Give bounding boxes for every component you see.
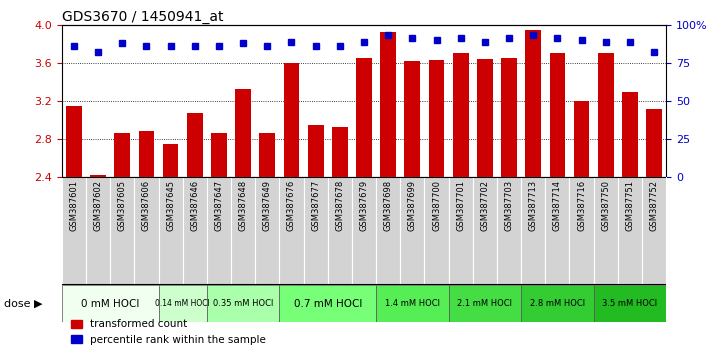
Bar xyxy=(501,58,517,177)
Text: 1.4 mM HOCl: 1.4 mM HOCl xyxy=(385,299,440,308)
Text: GSM387702: GSM387702 xyxy=(480,180,489,231)
Text: GSM387677: GSM387677 xyxy=(311,180,320,232)
Bar xyxy=(304,177,328,285)
Text: GSM387605: GSM387605 xyxy=(118,180,127,231)
Text: GSM387676: GSM387676 xyxy=(287,180,296,232)
Bar xyxy=(545,177,569,285)
Text: 0.14 mM HOCl: 0.14 mM HOCl xyxy=(155,299,210,308)
Bar xyxy=(521,177,545,285)
Bar xyxy=(280,285,376,322)
Bar xyxy=(235,90,251,177)
Bar xyxy=(376,177,400,285)
Text: GSM387713: GSM387713 xyxy=(529,180,538,232)
Text: GDS3670 / 1450941_at: GDS3670 / 1450941_at xyxy=(62,10,223,24)
Bar xyxy=(62,177,86,285)
Text: GSM387645: GSM387645 xyxy=(166,180,175,231)
Bar xyxy=(163,144,178,177)
Legend: transformed count, percentile rank within the sample: transformed count, percentile rank withi… xyxy=(67,315,270,349)
Text: GSM387678: GSM387678 xyxy=(336,180,344,232)
Bar xyxy=(86,177,110,285)
Text: 2.1 mM HOCl: 2.1 mM HOCl xyxy=(457,299,513,308)
Bar xyxy=(646,108,662,177)
Bar xyxy=(593,177,618,285)
Text: GSM387647: GSM387647 xyxy=(215,180,223,232)
Bar xyxy=(259,133,275,177)
Text: GSM387679: GSM387679 xyxy=(360,180,368,232)
Bar xyxy=(448,177,472,285)
Text: GSM387700: GSM387700 xyxy=(432,180,441,231)
Text: GSM387601: GSM387601 xyxy=(69,180,79,231)
Text: 0 mM HOCl: 0 mM HOCl xyxy=(81,298,139,309)
Bar xyxy=(332,127,348,177)
Bar xyxy=(231,177,256,285)
Bar xyxy=(574,101,590,177)
Text: GSM387714: GSM387714 xyxy=(553,180,562,231)
Bar xyxy=(114,133,130,177)
Bar xyxy=(207,177,231,285)
Bar xyxy=(135,177,159,285)
Bar xyxy=(448,285,521,322)
Bar xyxy=(593,285,666,322)
Text: GSM387750: GSM387750 xyxy=(601,180,610,231)
Bar xyxy=(472,177,497,285)
Bar xyxy=(429,60,444,177)
Text: 2.8 mM HOCl: 2.8 mM HOCl xyxy=(530,299,585,308)
Bar xyxy=(453,53,469,177)
Bar xyxy=(284,63,299,177)
Text: GSM387752: GSM387752 xyxy=(649,180,659,231)
Bar xyxy=(618,177,642,285)
Text: 0.35 mM HOCl: 0.35 mM HOCl xyxy=(213,299,273,308)
Bar xyxy=(569,177,593,285)
Text: GSM387602: GSM387602 xyxy=(94,180,103,231)
Text: GSM387701: GSM387701 xyxy=(456,180,465,231)
Text: 0.7 mM HOCl: 0.7 mM HOCl xyxy=(293,298,362,309)
Bar xyxy=(356,58,372,177)
Text: GSM387649: GSM387649 xyxy=(263,180,272,231)
Bar xyxy=(477,59,493,177)
Bar xyxy=(380,32,396,177)
Text: GSM387646: GSM387646 xyxy=(190,180,199,232)
Bar xyxy=(521,285,593,322)
Bar xyxy=(642,177,666,285)
Bar xyxy=(352,177,376,285)
Bar xyxy=(622,92,638,177)
Text: GSM387716: GSM387716 xyxy=(577,180,586,232)
Bar xyxy=(90,175,106,177)
Text: GSM387699: GSM387699 xyxy=(408,180,417,231)
Bar xyxy=(256,177,280,285)
Bar xyxy=(211,133,227,177)
Bar xyxy=(497,177,521,285)
Bar xyxy=(138,131,154,177)
Bar xyxy=(110,177,135,285)
Bar xyxy=(62,285,159,322)
Bar xyxy=(526,30,541,177)
Bar xyxy=(183,177,207,285)
Bar xyxy=(207,285,280,322)
Bar xyxy=(400,177,424,285)
Text: GSM387648: GSM387648 xyxy=(239,180,248,232)
Bar xyxy=(66,105,82,177)
Text: GSM387606: GSM387606 xyxy=(142,180,151,232)
Bar xyxy=(159,285,207,322)
Text: dose ▶: dose ▶ xyxy=(4,298,42,309)
Bar xyxy=(598,53,614,177)
Bar xyxy=(424,177,448,285)
Bar xyxy=(280,177,304,285)
Bar xyxy=(405,61,420,177)
Text: GSM387751: GSM387751 xyxy=(625,180,634,231)
Bar xyxy=(376,285,448,322)
Text: 3.5 mM HOCl: 3.5 mM HOCl xyxy=(602,299,657,308)
Text: GSM387698: GSM387698 xyxy=(384,180,392,232)
Bar xyxy=(159,177,183,285)
Bar xyxy=(328,177,352,285)
Bar xyxy=(187,113,202,177)
Bar xyxy=(308,125,323,177)
Bar xyxy=(550,53,565,177)
Text: GSM387703: GSM387703 xyxy=(505,180,513,232)
